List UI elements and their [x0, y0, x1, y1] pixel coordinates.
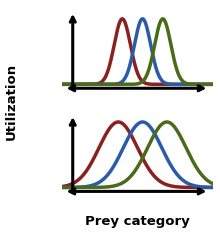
Text: Utilization: Utilization — [4, 63, 18, 140]
Text: Prey category: Prey category — [85, 215, 190, 228]
